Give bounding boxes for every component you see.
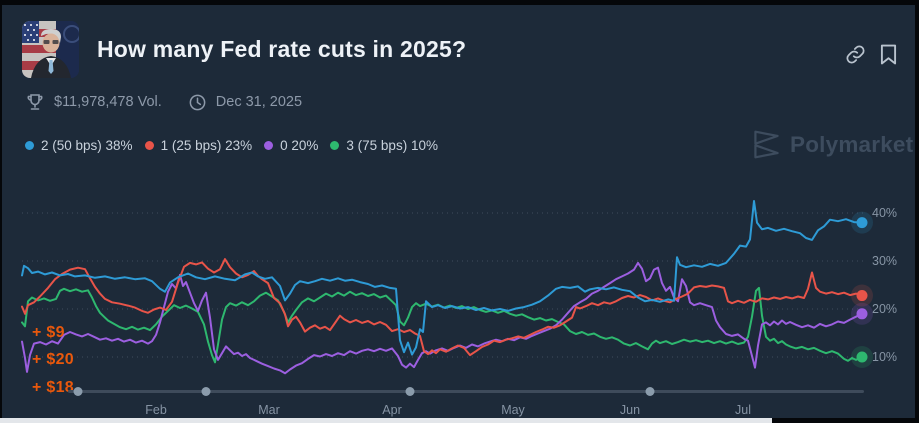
series-line-0 (21, 261, 863, 375)
endpoint-dot (856, 217, 868, 229)
scrubber-dot[interactable] (405, 387, 415, 396)
market-title: How many Fed rate cuts in 2025? (97, 36, 467, 62)
legend-label: 0 20% (280, 138, 319, 153)
clock-icon (189, 94, 206, 110)
scrubber-dot[interactable] (73, 387, 83, 396)
bottom-border-dark (772, 418, 919, 423)
bookmark-icon[interactable] (880, 44, 897, 65)
y-axis-tick-label: 10% (872, 350, 898, 364)
outcome-legend: 2 (50 bps) 38% 1 (25 bps) 23% 0 20% 3 (7… (25, 138, 438, 153)
legend-label: 1 (25 bps) 23% (160, 138, 253, 153)
legend-dot (25, 141, 34, 150)
trade-annotation-label: + $18 (32, 379, 74, 396)
endpoint-dot (856, 308, 868, 320)
end-date-label: Dec 31, 2025 (215, 94, 303, 110)
right-border (915, 0, 919, 423)
scrubber-dot[interactable] (645, 387, 655, 396)
legend-item[interactable]: 1 (25 bps) 23% (144, 138, 253, 153)
polymarket-watermark: Polymarket (752, 129, 913, 160)
x-axis-month-label: Mar (258, 403, 280, 417)
market-avatar (22, 21, 79, 78)
legend-dot (264, 141, 274, 150)
x-axis-month-label: Jun (619, 403, 641, 417)
series-line-1-25-bps- (21, 258, 863, 357)
x-axis-month-label: May (501, 403, 525, 417)
polymarket-wordmark: Polymarket (790, 131, 914, 157)
scrubber-dot[interactable] (201, 387, 211, 396)
endpoint-dot (856, 351, 868, 363)
legend-item[interactable]: 2 (50 bps) 38% (25, 138, 133, 153)
legend-dot (144, 141, 154, 150)
legend-dot (330, 141, 340, 150)
legend-item[interactable]: 3 (75 bps) 10% (330, 138, 438, 153)
legend-label: 3 (75 bps) 10% (346, 138, 438, 153)
volume-label: $11,978,478 Vol. (54, 94, 162, 110)
top-border (0, 0, 919, 5)
legend-item[interactable]: 0 20% (264, 138, 318, 153)
timeline-scrubber[interactable] (68, 390, 864, 393)
bottom-border-light (0, 418, 772, 423)
portrait (31, 29, 71, 78)
x-axis-month-label: Jul (735, 403, 751, 417)
trade-annotation-label: + $9 (32, 324, 65, 341)
fed-chair-avatar-image (22, 21, 79, 78)
copy-link-icon[interactable] (845, 44, 866, 65)
trade-annotation-label: + $20 (32, 351, 74, 368)
x-axis-month-label: Feb (145, 403, 167, 417)
y-axis-tick-label: 40% (872, 206, 898, 220)
left-border (0, 0, 2, 423)
polymarket-logo-icon (754, 130, 779, 159)
y-axis-tick-label: 30% (872, 254, 898, 268)
series-line-2-50-bps- (21, 200, 863, 356)
legend-label: 2 (50 bps) 38% (41, 138, 133, 153)
x-axis-month-label: Apr (382, 403, 402, 417)
trophy-icon (27, 94, 43, 110)
endpoint-dot (856, 290, 868, 302)
y-axis-tick-label: 20% (872, 302, 898, 316)
